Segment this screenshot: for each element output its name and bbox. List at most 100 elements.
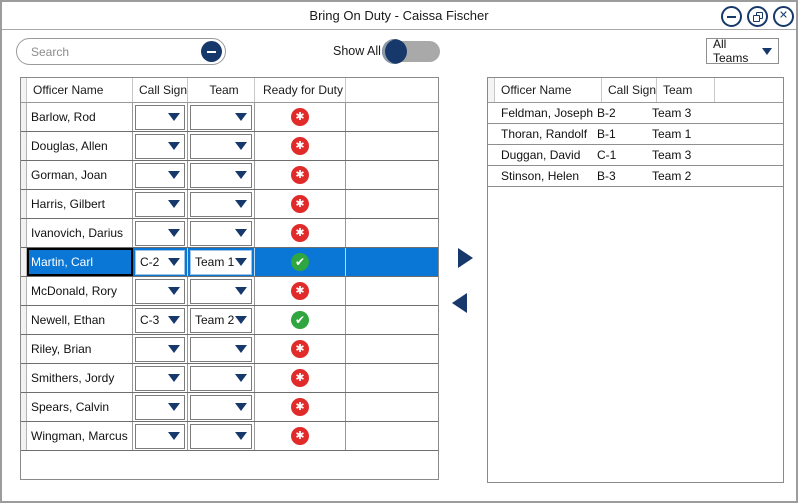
titlebar: Bring On Duty - Caissa Fischer ✕ <box>2 2 796 30</box>
call-sign-dropdown[interactable] <box>135 104 185 130</box>
on-duty-row[interactable]: Thoran, Randolf B-1 Team 1 <box>488 124 783 145</box>
officer-name-cell: Harris, Gilbert <box>27 190 133 218</box>
roster-row[interactable]: Wingman, Marcus ✱ <box>21 422 438 451</box>
call-sign-dropdown[interactable] <box>135 162 185 188</box>
not-ready-asterisk-icon: ✱ <box>291 195 309 213</box>
team-dropdown-value: Team 2 <box>195 313 235 327</box>
roster-row[interactable]: Harris, Gilbert ✱ <box>21 190 438 219</box>
call-sign-dropdown[interactable]: C-2 <box>135 249 185 275</box>
close-button[interactable]: ✕ <box>773 6 794 27</box>
roster-row[interactable]: McDonald, Rory ✱ <box>21 277 438 306</box>
not-ready-asterisk-icon: ✱ <box>291 398 309 416</box>
team-dropdown[interactable] <box>190 220 252 246</box>
row-filler <box>708 124 783 144</box>
roster-row[interactable]: Barlow, Rod ✱ <box>21 103 438 132</box>
call-sign-dropdown[interactable] <box>135 365 185 391</box>
ready-check-icon: ✔ <box>291 253 309 271</box>
roster-row[interactable]: Gorman, Joan ✱ <box>21 161 438 190</box>
call-sign-dropdown[interactable] <box>135 220 185 246</box>
roster-row[interactable]: Ivanovich, Darius ✱ <box>21 219 438 248</box>
call-sign-cell <box>133 277 188 305</box>
roster-row[interactable]: Smithers, Jordy ✱ <box>21 364 438 393</box>
call-sign-cell: C-1 <box>597 148 617 162</box>
team-dropdown[interactable] <box>190 365 252 391</box>
team-dropdown-value: Team 1 <box>195 255 235 269</box>
row-filler <box>346 103 438 131</box>
not-ready-asterisk-icon: ✱ <box>291 137 309 155</box>
ready-for-duty-cell: ✔ <box>255 306 346 334</box>
show-all-toggle[interactable] <box>382 39 440 64</box>
row-header <box>21 161 27 189</box>
call-sign-dropdown[interactable] <box>135 423 185 449</box>
team-dropdown[interactable] <box>190 162 252 188</box>
chevron-down-icon <box>168 258 180 266</box>
ready-for-duty-cell: ✱ <box>255 132 346 160</box>
chevron-down-icon <box>168 200 180 208</box>
call-sign-dropdown-value: C-3 <box>140 313 160 327</box>
ready-for-duty-cell: ✱ <box>255 335 346 363</box>
search-input[interactable] <box>17 44 201 59</box>
chevron-down-icon <box>235 316 247 324</box>
team-dropdown[interactable] <box>190 278 252 304</box>
restore-button[interactable] <box>747 6 768 27</box>
roster-row[interactable]: Martin, Carl C-2 Team 1 ✔ <box>21 248 438 277</box>
chevron-down-icon <box>168 113 180 121</box>
call-sign-dropdown[interactable]: C-3 <box>135 307 185 333</box>
restore-icon <box>752 11 763 22</box>
on-duty-row[interactable]: Feldman, Joseph B-2 Team 3 <box>488 103 783 124</box>
ready-for-duty-cell: ✱ <box>255 219 346 247</box>
call-sign-dropdown[interactable] <box>135 336 185 362</box>
row-filler <box>346 248 438 276</box>
roster-header: Officer Name Call Sign Team Ready for Duty <box>21 78 438 103</box>
team-cell: Team 1 <box>188 248 255 276</box>
team-dropdown[interactable] <box>190 104 252 130</box>
roster-row[interactable]: Spears, Calvin ✱ <box>21 393 438 422</box>
team-dropdown[interactable] <box>190 191 252 217</box>
call-sign-dropdown[interactable] <box>135 394 185 420</box>
chevron-down-icon <box>235 258 247 266</box>
roster-row[interactable]: Riley, Brian ✱ <box>21 335 438 364</box>
team-cell <box>188 132 255 160</box>
row-header <box>21 219 27 247</box>
move-right-button[interactable] <box>452 245 478 271</box>
officer-name-cell: Wingman, Marcus <box>27 422 133 450</box>
ready-check-icon: ✔ <box>291 311 309 329</box>
search-collapse-button[interactable] <box>201 41 222 62</box>
team-cell <box>188 422 255 450</box>
move-left-button[interactable] <box>446 290 472 316</box>
team-dropdown[interactable] <box>190 336 252 362</box>
team-filter-value: All Teams <box>713 37 749 65</box>
minimize-button[interactable] <box>721 6 742 27</box>
roster-row[interactable]: Douglas, Allen ✱ <box>21 132 438 161</box>
call-sign-cell <box>133 219 188 247</box>
officer-name-cell: Douglas, Allen <box>27 132 133 160</box>
chevron-down-icon <box>762 47 772 55</box>
chevron-down-icon <box>235 287 247 295</box>
chevron-down-icon <box>235 345 247 353</box>
team-dropdown[interactable] <box>190 423 252 449</box>
roster-table: Officer Name Call Sign Team Ready for Duty … <box>20 77 439 480</box>
ready-for-duty-cell: ✱ <box>255 190 346 218</box>
on-duty-row[interactable]: Duggan, David C-1 Team 3 <box>488 145 783 166</box>
team-dropdown[interactable]: Team 2 <box>190 307 252 333</box>
team-dropdown[interactable]: Team 1 <box>190 249 252 275</box>
officer-name-cell: Smithers, Jordy <box>27 364 133 392</box>
roster-row[interactable]: Newell, Ethan C-3 Team 2 ✔ <box>21 306 438 335</box>
team-filter-dropdown[interactable]: All Teams <box>706 37 779 65</box>
call-sign-dropdown[interactable] <box>135 191 185 217</box>
officer-name-cell: Duggan, David <box>501 148 581 162</box>
team-dropdown[interactable] <box>190 133 252 159</box>
officer-name-cell: Newell, Ethan <box>27 306 133 334</box>
team-cell: Team 3 <box>652 106 692 120</box>
on-duty-row[interactable]: Stinson, Helen B-3 Team 2 <box>488 166 783 187</box>
row-filler <box>346 277 438 305</box>
call-sign-dropdown[interactable] <box>135 133 185 159</box>
team-dropdown[interactable] <box>190 394 252 420</box>
chevron-down-icon <box>168 345 180 353</box>
not-ready-asterisk-icon: ✱ <box>291 108 309 126</box>
chevron-down-icon <box>168 229 180 237</box>
officer-name-cell: McDonald, Rory <box>27 277 133 305</box>
call-sign-dropdown[interactable] <box>135 278 185 304</box>
chevron-down-icon <box>235 142 247 150</box>
